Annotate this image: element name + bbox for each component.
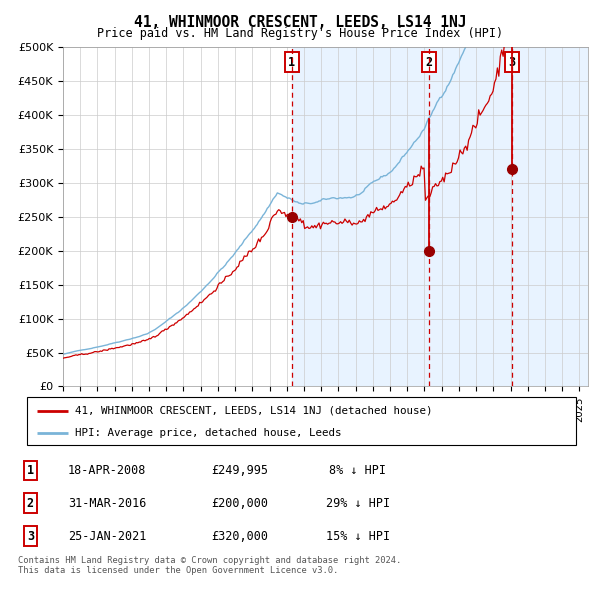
Text: Contains HM Land Registry data © Crown copyright and database right 2024.
This d: Contains HM Land Registry data © Crown c… [18,556,401,575]
FancyBboxPatch shape [27,397,576,445]
Text: £320,000: £320,000 [211,529,268,542]
Text: 3: 3 [27,529,34,542]
Text: 1: 1 [288,55,295,68]
Text: 1: 1 [27,464,34,477]
Text: HPI: Average price, detached house, Leeds: HPI: Average price, detached house, Leed… [76,428,342,438]
Text: 2: 2 [425,55,433,68]
Text: 41, WHINMOOR CRESCENT, LEEDS, LS14 1NJ (detached house): 41, WHINMOOR CRESCENT, LEEDS, LS14 1NJ (… [76,405,433,415]
Text: 41, WHINMOOR CRESCENT, LEEDS, LS14 1NJ: 41, WHINMOOR CRESCENT, LEEDS, LS14 1NJ [134,15,466,30]
Text: 18-APR-2008: 18-APR-2008 [68,464,146,477]
Text: £200,000: £200,000 [211,497,268,510]
Text: 29% ↓ HPI: 29% ↓ HPI [326,497,389,510]
Text: Price paid vs. HM Land Registry's House Price Index (HPI): Price paid vs. HM Land Registry's House … [97,27,503,40]
Text: 25-JAN-2021: 25-JAN-2021 [68,529,146,542]
Bar [292,47,588,386]
Text: £249,995: £249,995 [211,464,268,477]
Text: 2: 2 [27,497,34,510]
Text: 31-MAR-2016: 31-MAR-2016 [68,497,146,510]
Text: 8% ↓ HPI: 8% ↓ HPI [329,464,386,477]
Text: 3: 3 [508,55,515,68]
Text: 15% ↓ HPI: 15% ↓ HPI [326,529,389,542]
